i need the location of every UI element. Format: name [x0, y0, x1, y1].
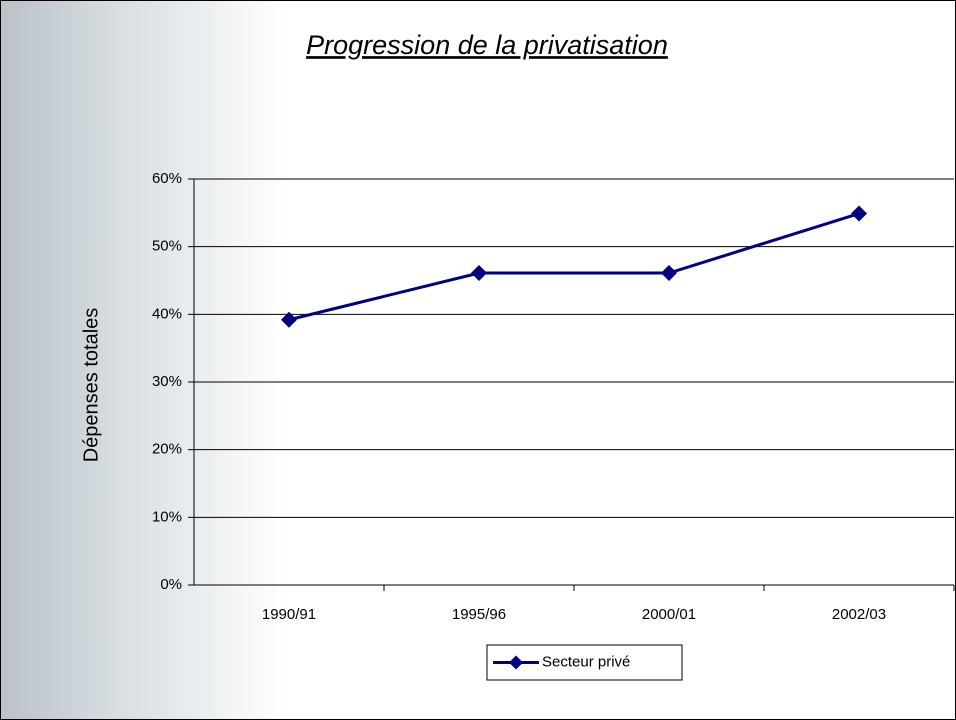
x-tick-label: 1995/96	[452, 606, 506, 623]
y-tick-label: 60%	[152, 170, 182, 187]
x-tick-label: 2002/03	[832, 606, 886, 623]
chart-title: Progression de la privatisation	[306, 30, 668, 60]
y-axis-label: Dépenses totales	[80, 308, 102, 463]
y-tick-label: 10%	[152, 508, 182, 525]
x-tick-label: 2000/01	[642, 606, 696, 623]
y-tick-label: 0%	[160, 576, 182, 593]
y-tick-label: 20%	[152, 441, 182, 458]
y-tick-label: 50%	[152, 238, 182, 255]
chart: Progression de la privatisation Dépenses…	[0, 0, 956, 720]
x-tick-label: 1990/91	[262, 606, 316, 623]
y-tick-label: 40%	[152, 305, 182, 322]
y-tick-label: 30%	[152, 373, 182, 390]
legend-label: Secteur privé	[542, 653, 630, 670]
